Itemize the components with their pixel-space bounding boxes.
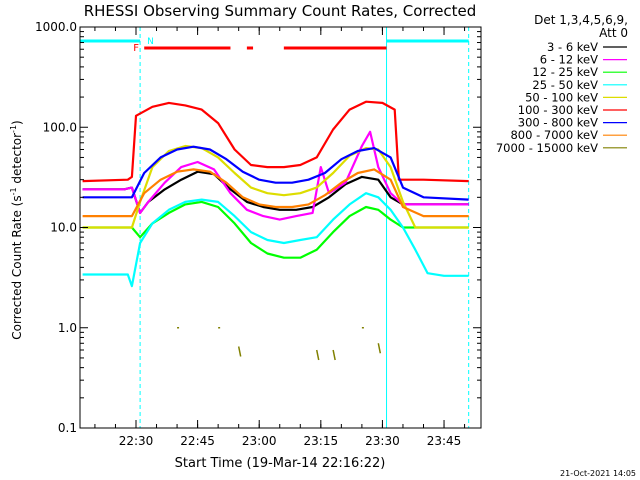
y-axis-label-end: ) — [10, 120, 24, 125]
legend-label: 300 - 800 keV — [518, 116, 598, 130]
series-line-300-800-kevkev — [82, 145, 469, 201]
series-line-100-300-kevkev — [82, 100, 469, 183]
series-mark-7000-15000-kev — [332, 349, 336, 361]
series-line-50-100-kevkev — [82, 144, 469, 229]
timestamp: 21-Oct-2021 14:05 — [560, 469, 636, 478]
legend-label: 100 - 300 keV — [518, 103, 598, 117]
y-axis-label-rest: detector — [10, 133, 24, 188]
y-tick-label: 0.1 — [58, 421, 77, 435]
legend-header-line2: Att 0 — [599, 26, 628, 40]
x-tick-label: 23:30 — [365, 434, 400, 448]
x-axis-label: Start Time (19-Mar-14 22:16:22) — [175, 456, 386, 471]
axes: 0.1 1.0 10.0 100.0 1000.0 22:30 22:45 23:00 23:1… — [35, 20, 482, 448]
series-line-800-7000-kevkev — [82, 168, 469, 218]
series-mark-7000-15000-kev — [377, 343, 382, 354]
x-tick-label: 22:45 — [180, 434, 215, 448]
y-tick-label: 1.0 — [58, 321, 77, 335]
legend-label: 3 - 6 keV — [547, 40, 598, 54]
series-mark-7000-15000-kev — [237, 346, 242, 357]
legend-label: 7000 - 15000 keV — [496, 141, 598, 155]
series-mark-7000-15000-kev — [315, 349, 320, 361]
legend-label: 12 - 25 keV — [532, 65, 598, 79]
plot-area: NF — [79, 27, 470, 428]
x-tick-label: 23:45 — [427, 434, 462, 448]
legend-label: 6 - 12 keV — [540, 53, 598, 67]
legend-header-line1: Det 1,3,4,5,6,9, — [534, 13, 628, 27]
y-tick-label: 1000.0 — [35, 20, 77, 34]
y-tick-label: 10.0 — [50, 221, 77, 235]
y-axis-label-main: Corrected Count Rate (s — [10, 195, 24, 339]
y-tick-label: 100.0 — [43, 120, 77, 134]
y-axis-label-sup2: -1 — [9, 125, 18, 133]
series-line-6-12-kevkev — [82, 130, 469, 221]
series-line-25-50-kevkev — [82, 192, 469, 288]
chart-title: RHESSI Observing Summary Count Rates, Co… — [84, 2, 477, 20]
legend-label: 50 - 100 keV — [525, 90, 598, 104]
x-tick-label: 22:30 — [119, 434, 154, 448]
night-flag-label: N — [147, 37, 154, 47]
legend-label: 800 - 7000 keV — [510, 128, 598, 142]
x-tick-label: 23:15 — [304, 434, 339, 448]
legend-label: 25 - 50 keV — [532, 78, 598, 92]
flare-flag-label: F — [133, 43, 139, 54]
y-axis-label: Corrected Count Rate (s-1 detector-1) — [9, 120, 24, 339]
x-tick-label: 23:00 — [242, 434, 277, 448]
y-axis-label-sup1: -1 — [9, 187, 18, 195]
